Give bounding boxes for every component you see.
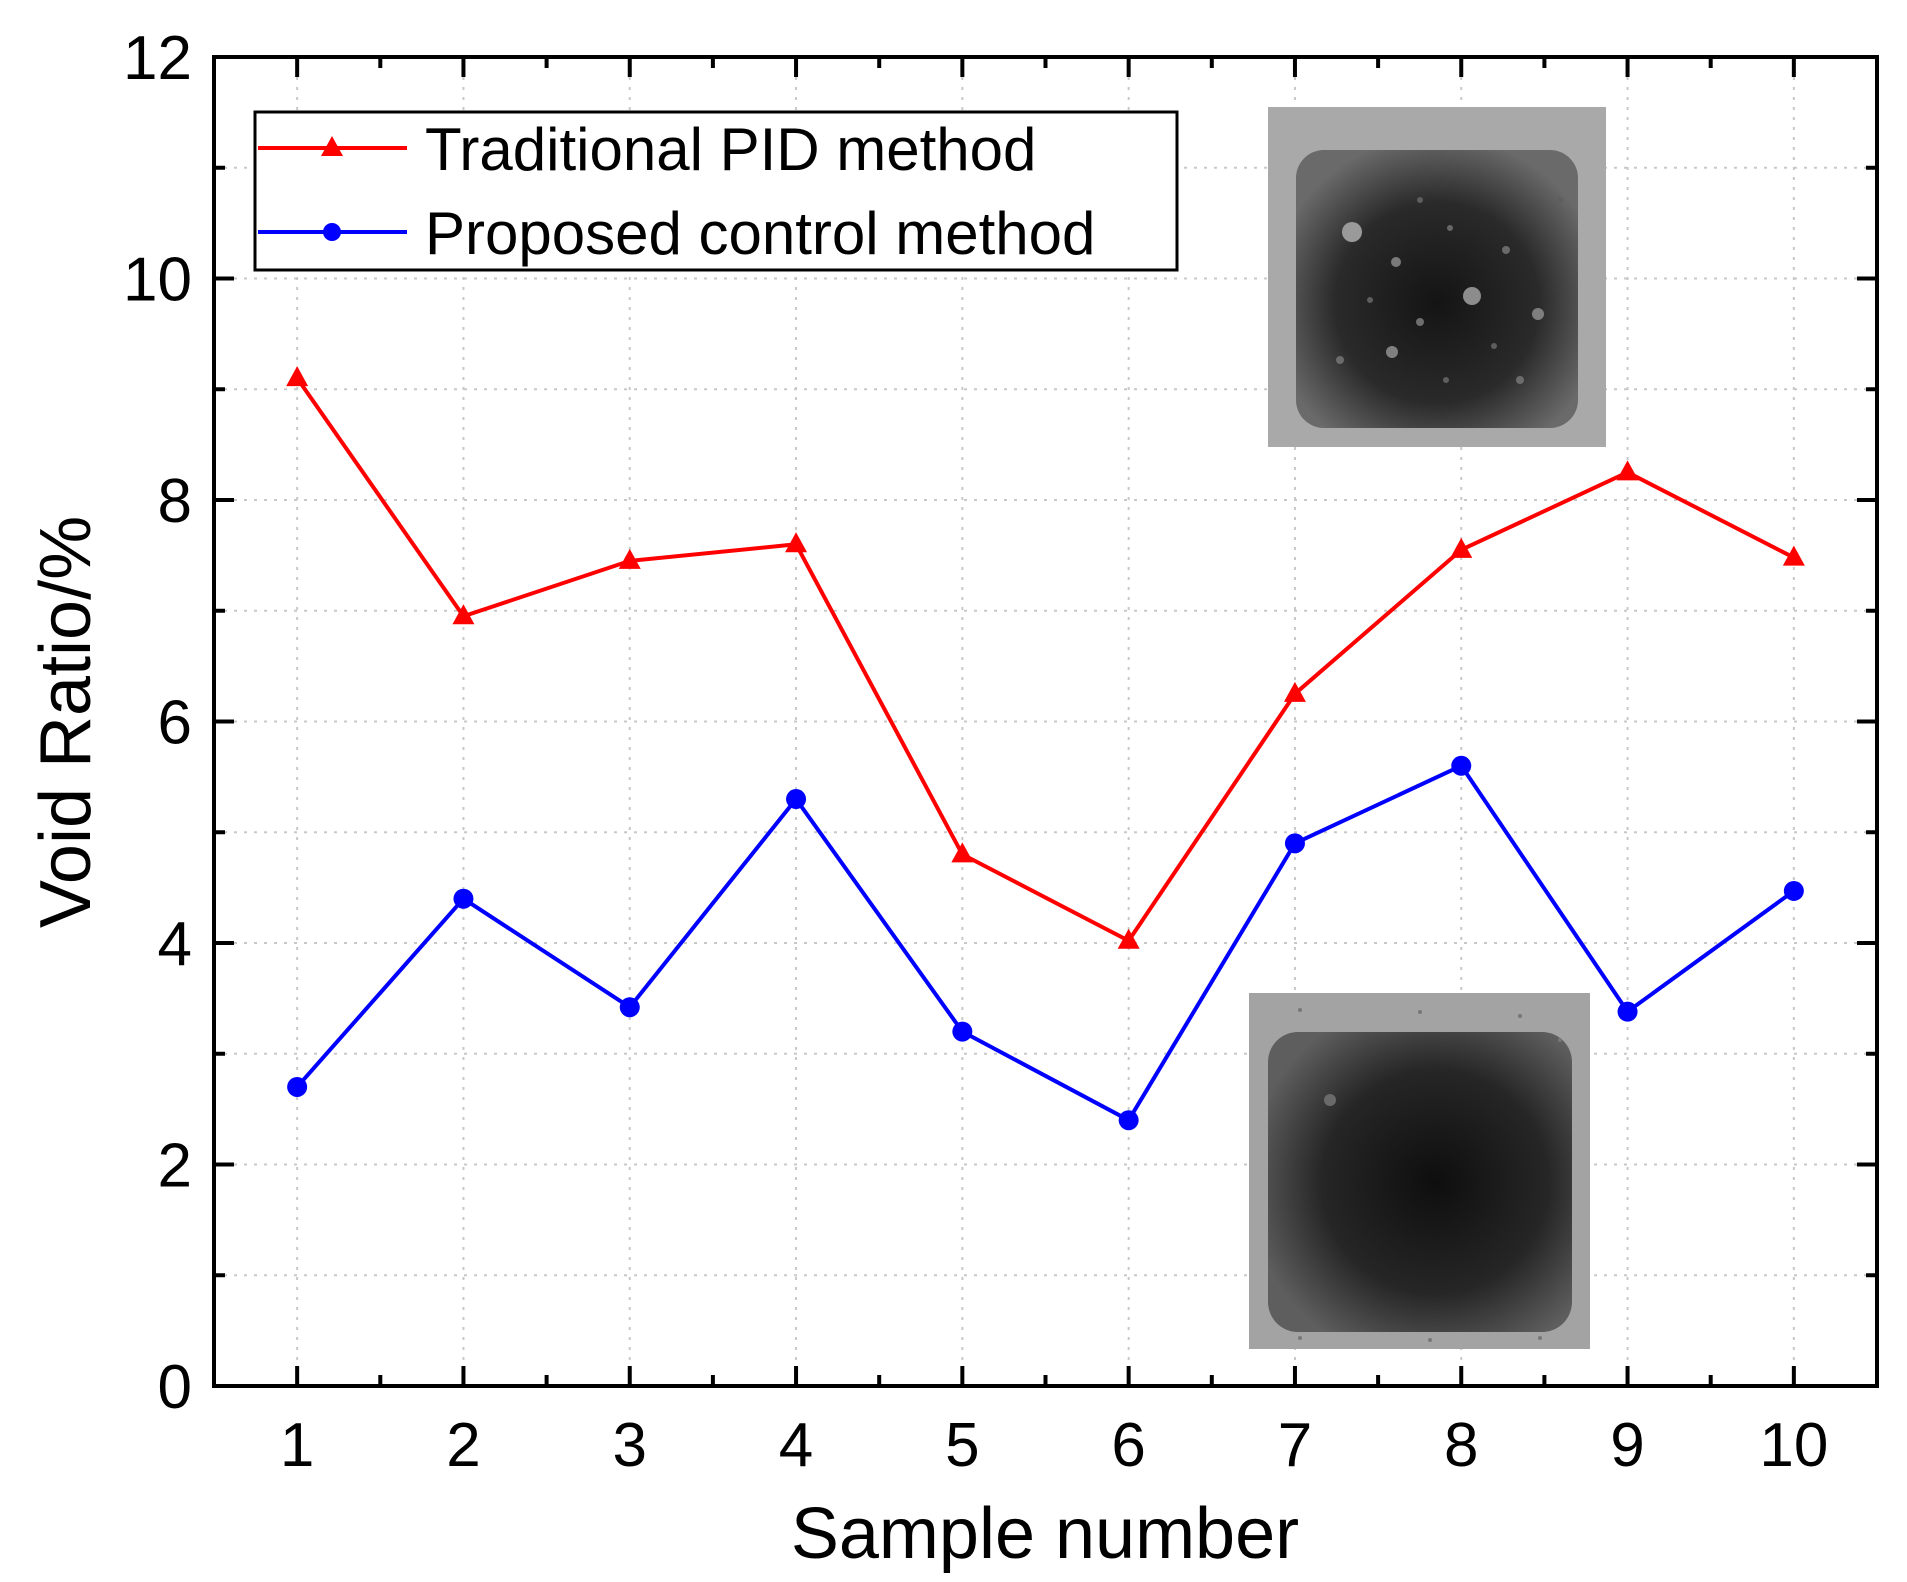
y-tick-label: 12 xyxy=(123,24,192,93)
x-tick-label: 9 xyxy=(1610,1411,1644,1480)
series-line-1 xyxy=(295,763,1796,1123)
data-point-triangle xyxy=(1117,928,1140,949)
y-tick-label: 8 xyxy=(158,467,192,536)
axis-ticks xyxy=(214,55,1877,1388)
x-tick-label: 5 xyxy=(945,1411,979,1480)
legend-marker-triangle xyxy=(321,136,343,156)
legend-label-pid: Traditional PID method xyxy=(425,116,1036,183)
data-point-circle xyxy=(1118,1110,1139,1131)
x-tick-label: 4 xyxy=(779,1411,813,1480)
xray-few-voids-image xyxy=(1249,993,1590,1349)
data-point-circle xyxy=(1783,880,1804,901)
x-tick-label: 8 xyxy=(1444,1411,1478,1480)
x-tick-label: 7 xyxy=(1278,1411,1312,1480)
series-line-0 xyxy=(295,377,1795,943)
data-point-triangle xyxy=(1283,681,1306,702)
legend: Traditional PID method Proposed control … xyxy=(253,110,1179,272)
y-tick-label: 0 xyxy=(158,1353,192,1422)
x-tick-label: 1 xyxy=(280,1411,314,1480)
data-point-circle xyxy=(453,888,474,909)
y-tick-label: 6 xyxy=(158,689,192,758)
data-point-circle xyxy=(619,997,640,1018)
data-point-triangle xyxy=(785,532,808,553)
y-tick-label: 10 xyxy=(123,246,192,315)
legend-label-proposed: Proposed control method xyxy=(425,200,1095,267)
data-point-circle xyxy=(952,1021,973,1042)
data-point-circle xyxy=(1284,833,1305,854)
data-point-triangle xyxy=(1782,545,1805,566)
xray-many-voids-image xyxy=(1268,107,1606,447)
x-axis-title: Sample number xyxy=(791,1494,1299,1574)
data-point-triangle xyxy=(951,842,974,863)
y-tick-label: 2 xyxy=(158,1132,192,1201)
legend-marker-circle xyxy=(323,223,341,241)
data-point-triangle xyxy=(1616,460,1639,481)
data-point-triangle xyxy=(1450,537,1473,558)
x-tick-label: 6 xyxy=(1111,1411,1145,1480)
data-point-circle xyxy=(287,1076,308,1097)
x-tick-label: 3 xyxy=(613,1411,647,1480)
y-tick-label: 4 xyxy=(158,910,192,979)
x-tick-label: 10 xyxy=(1759,1411,1828,1480)
data-point-circle xyxy=(786,789,807,810)
data-point-triangle xyxy=(286,366,309,387)
x-tick-label: 2 xyxy=(446,1411,480,1480)
legend-box xyxy=(253,110,1179,272)
data-point-triangle xyxy=(618,548,641,569)
data-point-triangle xyxy=(452,604,475,625)
data-point-circle xyxy=(1617,1001,1638,1022)
y-axis-title: Void Ratio/% xyxy=(26,516,106,928)
data-point-circle xyxy=(1451,755,1472,776)
series-group xyxy=(286,366,1805,1131)
